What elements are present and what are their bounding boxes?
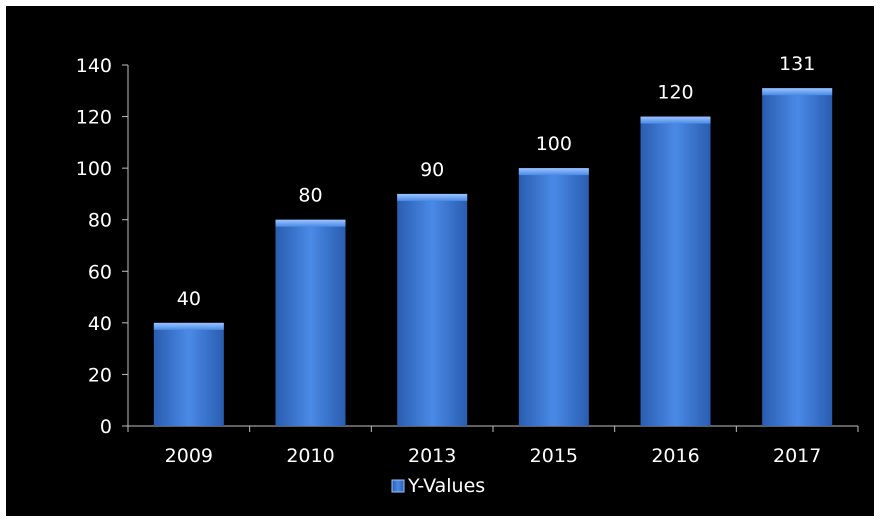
y-tick-label: 0 xyxy=(100,416,112,438)
data-label: 120 xyxy=(657,82,693,104)
bar xyxy=(275,219,346,426)
bar-cap xyxy=(762,88,833,96)
y-tick-label: 140 xyxy=(76,55,112,77)
x-tick-label: 2013 xyxy=(408,445,456,467)
bar-cap xyxy=(640,116,711,124)
data-label: 90 xyxy=(420,159,444,181)
legend-label: Y-Values xyxy=(407,475,485,497)
y-tick-label: 100 xyxy=(76,158,112,180)
x-tick-label: 2016 xyxy=(651,445,699,467)
bar xyxy=(153,322,224,426)
y-tick-label: 80 xyxy=(88,210,112,232)
x-tick-label: 2015 xyxy=(530,445,578,467)
data-label: 40 xyxy=(177,288,201,310)
data-label: 100 xyxy=(536,133,572,155)
data-label: 80 xyxy=(298,185,322,207)
bar-cap xyxy=(518,168,589,176)
data-label: 131 xyxy=(779,53,815,75)
bar xyxy=(762,88,833,426)
chart-frame: 0 20 40 60 80 100 120 140 40 2009 80 2010 90 2013 100… xyxy=(6,6,874,516)
bar-chart: 0 20 40 60 80 100 120 140 40 2009 80 2010 90 2013 100… xyxy=(76,53,859,497)
bar xyxy=(640,116,711,427)
labels-group: 40 2009 80 2010 90 2013 100 2015 120 2016 131 2017 xyxy=(165,53,822,467)
y-tick-label: 20 xyxy=(88,364,112,386)
y-tick-label: 120 xyxy=(76,107,112,129)
legend: Y-Values xyxy=(391,475,485,497)
axes: 0 20 40 60 80 100 120 140 xyxy=(76,55,859,438)
x-tick-label: 2010 xyxy=(286,445,334,467)
bar-cap xyxy=(153,322,224,330)
bars-group xyxy=(153,88,833,427)
x-tick-label: 2017 xyxy=(773,445,821,467)
legend-swatch xyxy=(391,479,405,493)
bar-cap xyxy=(397,193,468,201)
y-tick-label: 60 xyxy=(88,261,112,283)
bar xyxy=(397,193,468,426)
y-tick-label: 40 xyxy=(88,313,112,335)
x-tick-label: 2009 xyxy=(165,445,213,467)
bar-cap xyxy=(275,219,346,227)
bar xyxy=(518,168,589,426)
